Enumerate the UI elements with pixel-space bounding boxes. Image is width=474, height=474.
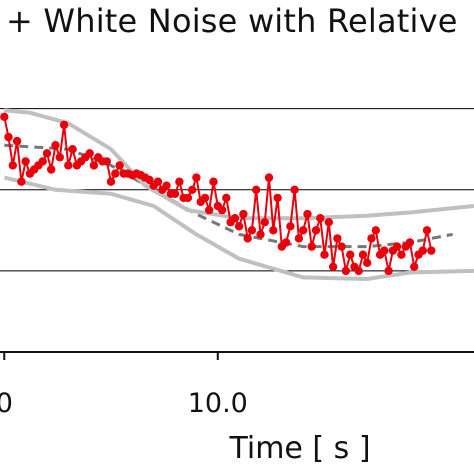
noisy-point [85,149,94,158]
noisy-point [294,234,304,243]
noisy-point [153,177,163,186]
noisy-point [115,161,124,170]
noisy-point [0,112,9,122]
noisy-point [410,262,419,271]
noisy-point [209,177,218,186]
noisy-point [333,234,342,243]
noisy-point [358,250,368,259]
noisy-point [418,246,427,255]
noisy-point [341,266,351,276]
noisy-point [111,169,120,178]
noisy-point [247,226,257,235]
noisy-point [371,226,380,235]
x-ticks: 0 10.0 [0,352,248,419]
noisy-point [102,157,112,166]
noisy-point [324,218,333,227]
noisy-point [4,132,13,142]
noisy-point [243,234,252,243]
noisy-point [380,246,389,255]
noisy-point [64,161,73,170]
noisy-point [106,177,116,186]
noisy-point [269,226,278,235]
noisy-point [8,161,17,170]
noisy-point [422,226,432,235]
noisy-point [175,177,184,186]
noisy-point [170,189,180,198]
lower-bound-line [3,175,474,281]
noisy-point [200,193,210,203]
noisy-point [311,226,321,235]
noisy-point [162,181,171,190]
noisy-point [303,209,312,219]
noisy-point [252,185,261,194]
noisy-point [367,234,376,243]
noisy-point [281,238,291,247]
noisy-point [354,266,363,276]
x-tick-label: 10.0 [188,388,248,419]
chart-title: + White Noise with Relative [6,2,458,40]
noisy-point [55,153,64,162]
noisy-point [286,222,295,231]
noisy-point [234,222,244,231]
noisy-point [230,214,240,223]
series-layer [0,108,474,281]
noisy-point [337,242,346,251]
noisy-point [38,157,47,166]
noisy-point [68,145,77,154]
noisy-point [188,185,197,194]
noisy-point [222,193,231,203]
noisy-point [47,165,56,174]
x-tick-label: 0 [0,388,13,419]
noisy-point [405,238,415,247]
noisy-point [59,120,69,130]
noisy-point [264,173,274,182]
noisy-point [12,136,22,146]
x-axis-label: Time [ s ] [228,431,370,466]
noisy-point [392,242,402,251]
noisy-point [307,242,316,251]
noisy-point [256,230,265,239]
noisy-point [363,258,372,267]
noisy-point [42,149,52,158]
noisy-point [21,157,30,166]
noisy-point [260,218,269,227]
noisy-point [316,214,325,223]
noisy-point [239,209,248,219]
noisy-point [217,205,227,215]
noisy-point [51,141,60,150]
noisy-point [346,250,355,259]
noisy-point [273,193,282,203]
upper-bound-line [4,108,474,221]
noisy-point [290,185,299,194]
noisy-point [384,266,393,276]
noisy-point [328,262,338,271]
reference-series-line [4,143,453,249]
noisy-point [192,173,201,182]
noisy-point [299,226,308,235]
noisy-point [205,205,214,215]
noisy-point [17,177,26,186]
noisy-point [89,161,99,170]
noisy-point [427,246,436,255]
noisy-point [183,193,193,203]
noisy-point [397,250,406,259]
noisy-point [320,250,329,259]
